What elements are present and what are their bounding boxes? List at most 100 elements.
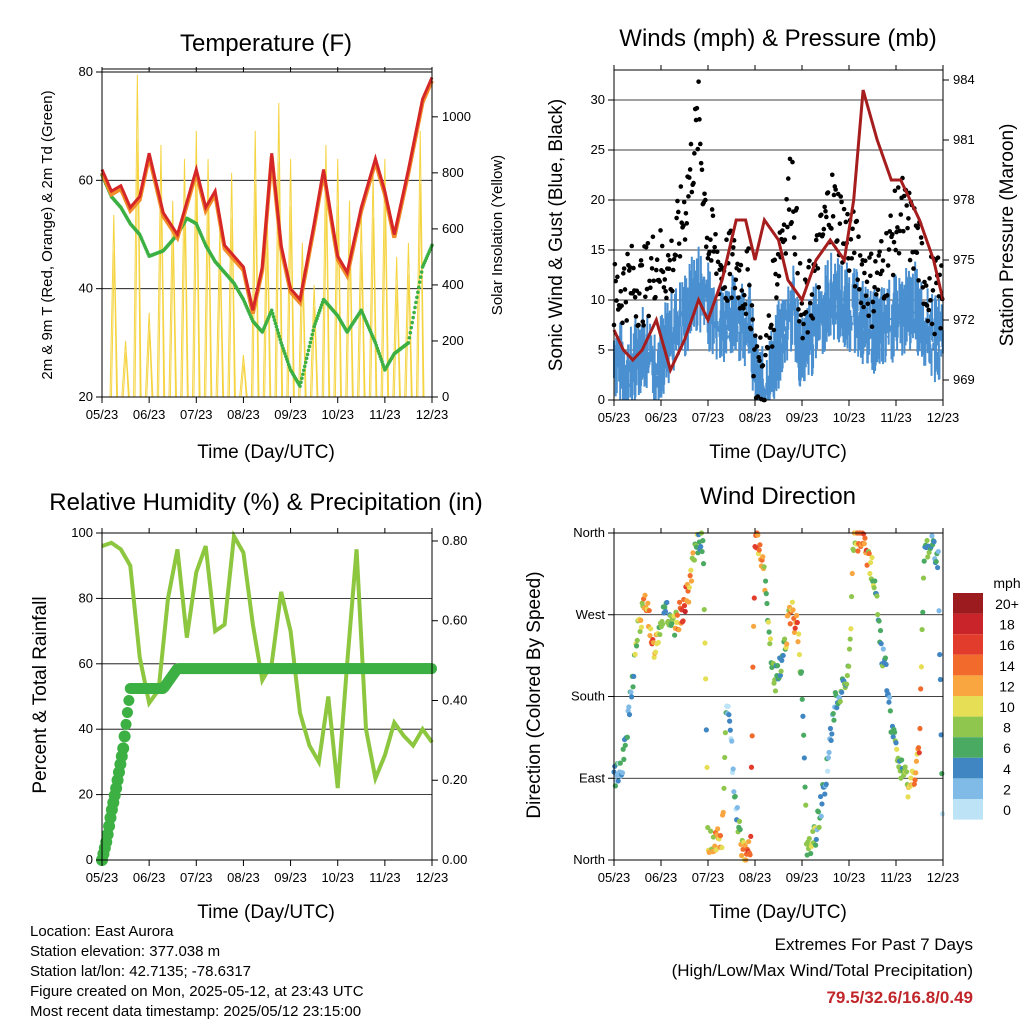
gust-point xyxy=(638,258,644,263)
gust-point xyxy=(751,373,756,379)
gust-point xyxy=(873,292,879,297)
gust-point xyxy=(647,278,652,284)
direction-point xyxy=(912,777,918,783)
direction-point xyxy=(871,585,877,591)
direction-point xyxy=(691,557,697,563)
direction-point xyxy=(921,558,927,564)
direction-points xyxy=(611,530,946,863)
direction-point xyxy=(792,625,798,631)
gust-point xyxy=(930,288,936,293)
direction-point xyxy=(855,548,861,554)
direction-point xyxy=(646,607,652,614)
y2-tick-label: 0.40 xyxy=(442,692,467,707)
direction-point xyxy=(891,729,898,735)
direction-point xyxy=(813,842,819,848)
y-tick-label: 40 xyxy=(79,721,93,736)
dewpoint-point xyxy=(270,311,275,316)
gust-point xyxy=(738,262,744,268)
direction-point xyxy=(815,809,822,815)
gust-point xyxy=(622,287,628,292)
dewpoint-point xyxy=(281,346,285,351)
gust-point xyxy=(725,298,730,303)
gust-point xyxy=(901,228,906,234)
direction-point xyxy=(774,663,781,669)
direction-point xyxy=(652,649,659,655)
speed-legend-swatch xyxy=(953,654,983,676)
direction-point xyxy=(619,770,626,776)
gust-point xyxy=(745,267,750,272)
gust-point xyxy=(614,298,619,303)
direction-point xyxy=(700,561,707,567)
gust-point xyxy=(855,277,860,283)
direction-point xyxy=(729,738,735,744)
gust-point xyxy=(890,232,895,237)
direction-point xyxy=(748,764,755,770)
direction-point xyxy=(920,575,927,581)
gust-point xyxy=(730,245,736,250)
x-tick-label: 09/23 xyxy=(786,870,819,885)
gust-point xyxy=(875,287,881,293)
direction-point xyxy=(779,657,785,663)
direction-point xyxy=(918,686,924,692)
direction-point xyxy=(757,542,763,548)
direction-point xyxy=(795,639,801,645)
direction-point xyxy=(929,533,935,539)
direction-point xyxy=(720,809,726,816)
direction-point xyxy=(872,578,878,584)
direction-point xyxy=(844,681,850,687)
direction-point xyxy=(674,619,680,626)
direction-point xyxy=(794,619,800,626)
dewpoint-point xyxy=(277,334,282,339)
dewpoint-point xyxy=(269,308,274,313)
gust-point xyxy=(915,225,921,231)
gust-point xyxy=(688,141,694,147)
direction-point xyxy=(634,637,640,643)
direction-point xyxy=(662,608,669,615)
direction-point xyxy=(817,793,824,800)
direction-point xyxy=(734,804,740,811)
direction-point xyxy=(736,818,743,824)
dewpoint-point xyxy=(376,349,381,353)
gust-point xyxy=(639,262,645,268)
gust-point xyxy=(890,272,896,278)
direction-point xyxy=(722,730,728,736)
speed-legend-label: 14 xyxy=(999,658,1015,674)
direction-point xyxy=(830,710,836,717)
gust-point xyxy=(886,247,892,252)
speed-legend-swatch xyxy=(953,634,983,655)
gust-point xyxy=(636,322,641,328)
gust-point xyxy=(866,313,871,319)
gust-point xyxy=(722,285,728,290)
humidity-ylabel-left: Percent & Total Rainfall xyxy=(30,596,51,793)
direction-point xyxy=(622,742,628,748)
gust-point xyxy=(713,231,718,237)
direction-point xyxy=(715,826,721,832)
direction-point xyxy=(703,676,709,682)
dewpoint-point xyxy=(311,328,316,333)
dewpoint-point xyxy=(414,300,418,305)
direction-xlabel: Time (Day/UTC) xyxy=(709,902,847,923)
gust-point xyxy=(708,258,714,263)
direction-point xyxy=(626,711,633,718)
gust-point xyxy=(681,223,686,229)
gust-point xyxy=(918,235,924,240)
direction-point xyxy=(621,756,627,762)
dewpoint-point xyxy=(380,359,384,364)
direction-x-ticks: 05/23 06/23 07/23 08/23 09/23 10/23 11/23 12/23 xyxy=(598,528,959,885)
direction-point xyxy=(751,595,757,601)
gust-point xyxy=(821,226,827,232)
gust-point xyxy=(755,394,761,399)
direction-point xyxy=(894,746,900,752)
speed-legend-swatch xyxy=(953,799,983,820)
direction-point xyxy=(686,584,693,591)
gust-point xyxy=(667,257,673,263)
direction-point xyxy=(657,631,663,638)
direction-point xyxy=(739,852,745,859)
direction-point xyxy=(800,713,806,719)
gust-point xyxy=(699,167,705,173)
direction-point xyxy=(766,629,772,635)
y2-tick-label: 0.20 xyxy=(442,772,467,787)
direction-point xyxy=(937,676,944,683)
gust-point xyxy=(749,303,755,308)
